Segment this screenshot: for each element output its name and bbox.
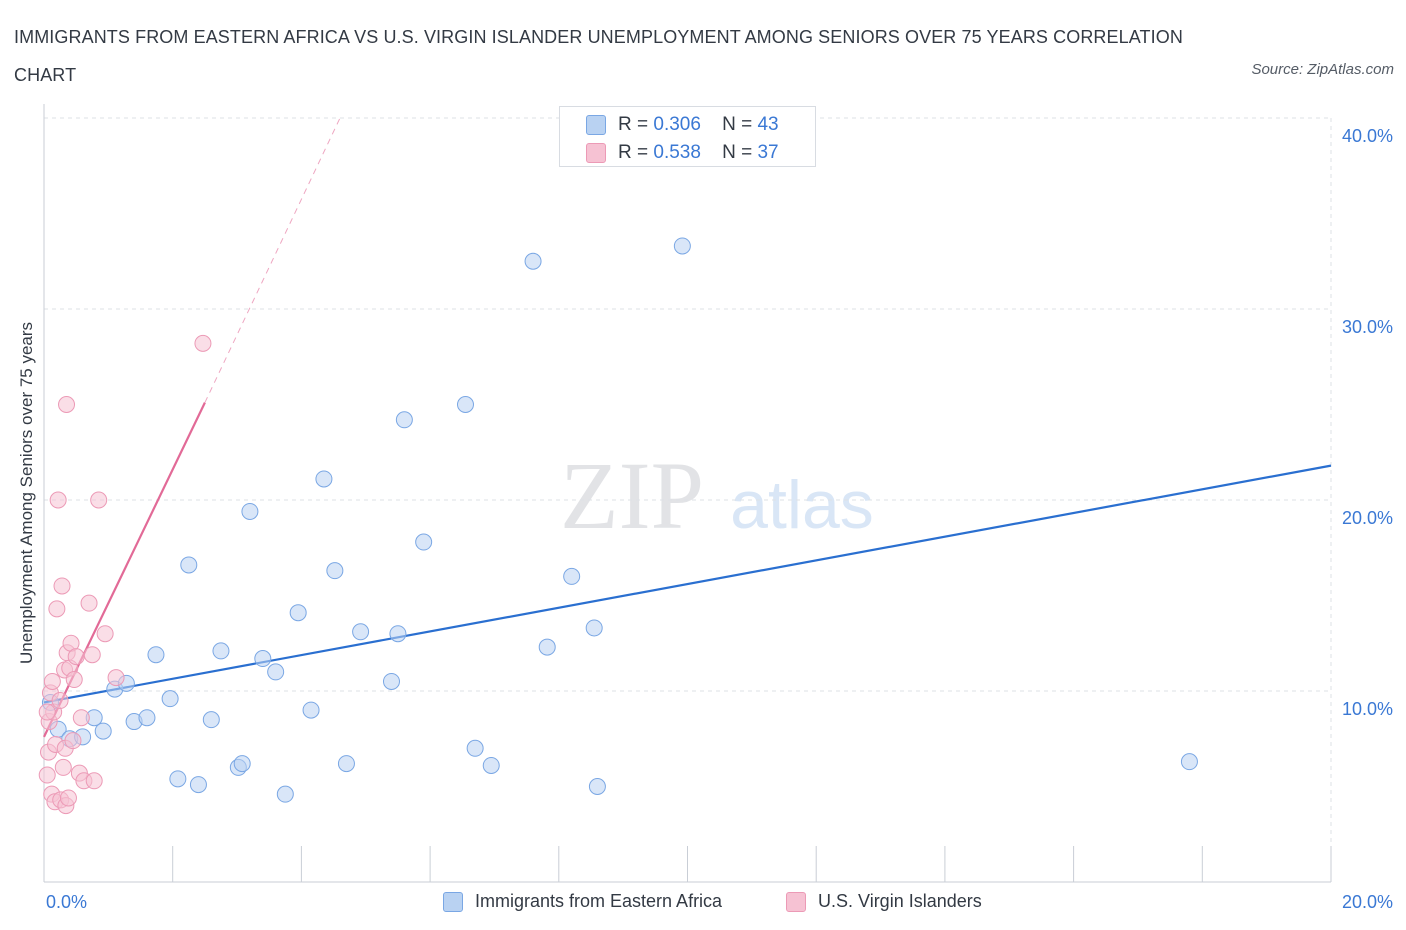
point-eastern-africa — [382, 672, 400, 690]
point-virgin-islanders — [49, 491, 67, 509]
legend-r-value: 0.306 — [653, 114, 701, 135]
point-eastern-africa — [241, 502, 259, 520]
point-eastern-africa — [189, 776, 207, 794]
point-eastern-africa — [524, 252, 542, 270]
point-eastern-africa — [482, 756, 500, 774]
legend-swatch-pink — [586, 143, 606, 163]
point-virgin-islanders — [43, 672, 61, 690]
point-eastern-africa — [138, 709, 156, 727]
legend-swatch-pink — [786, 892, 806, 912]
legend-text-pink: R = 0.538 N = 37 — [618, 142, 779, 164]
point-virgin-islanders — [67, 648, 85, 666]
point-virgin-islanders — [83, 646, 101, 664]
point-eastern-africa — [161, 690, 179, 708]
point-virgin-islanders — [38, 703, 56, 721]
point-eastern-africa — [563, 567, 581, 585]
point-virgin-islanders — [51, 692, 69, 710]
watermark-atlas: atlas — [730, 467, 874, 543]
point-eastern-africa — [169, 770, 187, 788]
point-virgin-islanders — [48, 600, 66, 618]
point-eastern-africa — [212, 642, 230, 660]
point-virgin-islanders — [85, 772, 103, 790]
trendline-extension-virgin-islanders — [204, 117, 341, 403]
watermark: ZIP atlas — [560, 442, 874, 549]
legend-swatch-blue — [443, 892, 463, 912]
chart-title: IMMIGRANTS FROM EASTERN AFRICA VS U.S. V… — [14, 27, 1183, 85]
point-eastern-africa — [588, 778, 606, 795]
point-eastern-africa — [389, 625, 407, 643]
trendlines — [43, 117, 1332, 738]
point-virgin-islanders — [59, 789, 77, 807]
legend-text-blue: R = 0.306 N = 43 — [618, 114, 779, 136]
point-eastern-africa — [289, 604, 307, 622]
y-tick-label: 10.0% — [1342, 699, 1393, 719]
point-eastern-africa — [267, 663, 285, 681]
legend-r-value: 0.538 — [653, 142, 701, 163]
legend-n-value: 43 — [757, 114, 779, 135]
point-eastern-africa — [94, 722, 112, 740]
point-eastern-africa — [302, 701, 320, 719]
point-eastern-africa — [326, 562, 344, 580]
point-virgin-islanders — [90, 491, 108, 509]
legend-label-virgin-islanders: U.S. Virgin Islanders — [818, 891, 982, 911]
point-virgin-islanders — [72, 709, 90, 727]
point-eastern-africa — [538, 638, 556, 656]
legend-swatch-blue — [586, 115, 606, 135]
legend-n-value: 37 — [757, 142, 779, 163]
point-virgin-islanders — [58, 396, 76, 413]
point-eastern-africa — [147, 646, 165, 664]
point-eastern-africa — [202, 711, 220, 729]
tick-labels: 10.0% 20.0% 30.0% 40.0% 0.0% 20.0% — [46, 126, 1393, 912]
point-virgin-islanders — [80, 594, 98, 612]
point-virgin-islanders — [64, 732, 82, 750]
x-tick-label: 20.0% — [1342, 892, 1393, 912]
point-virgin-islanders — [65, 671, 83, 689]
point-eastern-africa — [456, 396, 474, 413]
point-eastern-africa — [254, 650, 272, 668]
point-eastern-africa — [315, 470, 333, 488]
legend-n-label: N = — [722, 142, 753, 163]
point-eastern-africa — [233, 755, 251, 773]
source-label: Source: ZipAtlas.com — [1251, 61, 1394, 78]
point-eastern-africa — [180, 556, 198, 574]
point-virgin-islanders — [54, 758, 72, 776]
legend-r-label: R = — [618, 114, 649, 135]
point-virgin-islanders — [96, 625, 114, 643]
point-virgin-islanders — [53, 577, 71, 595]
legend-n-label: N = — [722, 114, 753, 135]
point-eastern-africa — [1180, 753, 1198, 771]
point-virgin-islanders — [38, 766, 56, 784]
point-eastern-africa — [585, 619, 603, 637]
watermark-zip: ZIP — [560, 442, 704, 549]
y-tick-label: 30.0% — [1342, 317, 1393, 337]
legend-label-eastern-africa: Immigrants from Eastern Africa — [475, 891, 723, 911]
legend-r-label: R = — [618, 142, 649, 163]
point-virgin-islanders — [194, 334, 212, 352]
point-eastern-africa — [352, 623, 370, 641]
y-tick-label: 40.0% — [1342, 126, 1393, 146]
point-eastern-africa — [673, 237, 691, 255]
stats-legend: R = 0.306 N = 43 R = 0.538 N = 37 — [559, 106, 816, 167]
x-tick-label: 0.0% — [46, 892, 87, 912]
point-eastern-africa — [337, 755, 355, 773]
data-points — [38, 237, 1198, 815]
point-virgin-islanders — [107, 669, 125, 687]
point-eastern-africa — [415, 533, 433, 551]
point-eastern-africa — [466, 739, 484, 757]
y-tick-label: 20.0% — [1342, 508, 1393, 528]
point-eastern-africa — [395, 411, 413, 429]
point-eastern-africa — [276, 785, 294, 803]
